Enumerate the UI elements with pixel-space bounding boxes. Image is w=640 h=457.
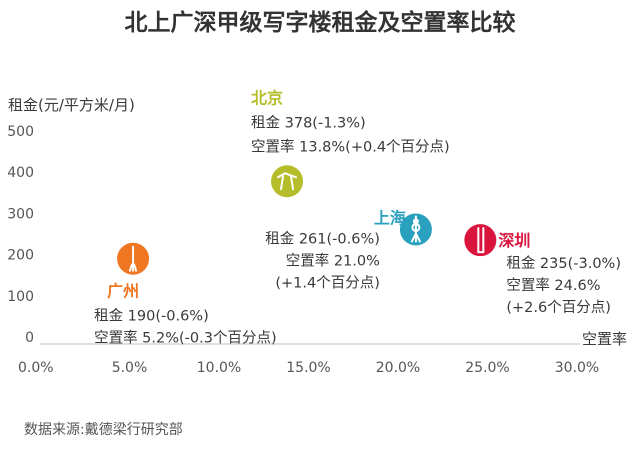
- city-label: 广州: [107, 282, 139, 301]
- data-label: (+1.4个百分点): [275, 274, 380, 291]
- data-label: 租金 190(-0.6%): [94, 308, 209, 325]
- y-tick-label: 0: [25, 330, 34, 346]
- data-point: [464, 224, 497, 257]
- beijing-landmark-icon: [277, 172, 298, 191]
- shenzhen-building-icon: [477, 227, 485, 254]
- y-tick-label: 200: [7, 248, 34, 264]
- x-tick-label: 15.0%: [286, 360, 330, 376]
- x-tick-label: 20.0%: [376, 360, 420, 376]
- shanghai-tower-icon: [410, 215, 421, 243]
- y-tick-label: 100: [7, 289, 34, 305]
- x-tick-label: 5.0%: [112, 360, 148, 376]
- y-axis-label: 租金(元/平方米/月): [8, 96, 135, 114]
- y-tick-label: 400: [7, 165, 34, 181]
- y-tick-label: 500: [7, 124, 34, 140]
- city-label: 上海: [374, 208, 406, 227]
- data-label: 租金 261(-0.6%): [265, 230, 380, 247]
- x-tick-label: 30.0%: [555, 360, 599, 376]
- x-ticks: 0.0% 5.0% 10.0% 15.0% 20.0% 25.0% 30.0%: [18, 360, 599, 376]
- guangzhou-tower-icon: [129, 245, 138, 272]
- x-tick-label: 0.0%: [18, 360, 54, 376]
- data-label: (+2.6个百分点): [506, 299, 611, 316]
- data-label: 租金 378(-1.3%): [251, 114, 366, 131]
- x-tick-label: 25.0%: [465, 360, 509, 376]
- x-axis-label: 空置率: [582, 330, 627, 348]
- data-label: 空置率 24.6%: [506, 277, 600, 294]
- city-label: 北京: [251, 88, 283, 107]
- data-source: 数据来源:戴德梁行研究部: [24, 422, 183, 438]
- city-label: 深圳: [498, 231, 530, 250]
- x-tick-label: 10.0%: [197, 360, 241, 376]
- data-label: 租金 235(-3.0%): [506, 255, 621, 272]
- data-label: 空置率 5.2%(-0.3个百分点): [94, 330, 277, 347]
- y-tick-label: 300: [7, 206, 34, 222]
- data-point: [271, 165, 304, 198]
- data-label: 空置率 21.0%: [286, 252, 380, 269]
- data-label: 空置率 13.8%(+0.4个百分点): [251, 138, 450, 155]
- chart-title: 北上广深甲级写字楼租金及空置率比较: [125, 9, 516, 36]
- y-ticks: 0 100 200 300 400 500: [7, 124, 34, 346]
